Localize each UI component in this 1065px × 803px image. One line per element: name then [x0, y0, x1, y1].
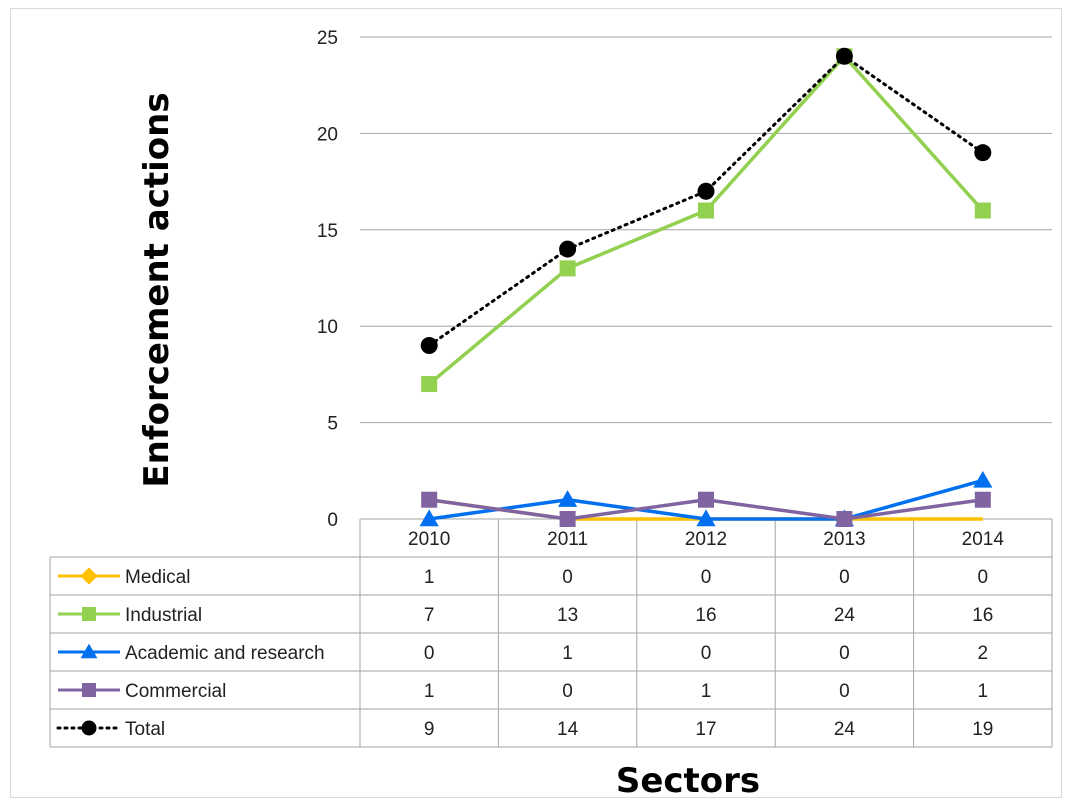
data-point-industrial — [698, 202, 714, 219]
y-tick-label: 20 — [317, 124, 338, 145]
legend-marker-total — [81, 720, 97, 736]
data-point-commercial — [974, 491, 991, 508]
table-value-commercial: 1 — [424, 681, 435, 702]
table-value-academic-and-research: 0 — [839, 643, 850, 664]
table-value-industrial: 16 — [972, 605, 993, 626]
series-line-total — [427, 54, 985, 347]
data-point-commercial — [836, 511, 853, 527]
legend-label-industrial: Industrial — [125, 605, 202, 626]
table-value-industrial: 24 — [834, 605, 856, 626]
table-value-total: 24 — [834, 719, 856, 740]
table-value-industrial: 7 — [424, 605, 435, 626]
y-axis-title: Enforcement actions — [137, 92, 177, 487]
legend-label-total: Total — [125, 719, 165, 740]
x-tick-label: 2011 — [547, 529, 588, 550]
x-tick-label: 2010 — [408, 529, 450, 550]
data-point-total — [974, 144, 992, 162]
y-tick-label: 5 — [327, 414, 338, 435]
data-point-total — [559, 240, 577, 258]
data-point-total — [697, 182, 715, 200]
data-point-academic-and-research — [696, 509, 716, 527]
x-tick-label: 2014 — [962, 529, 1005, 550]
legend-marker-medical — [80, 567, 98, 585]
x-tick-label: 2013 — [823, 529, 865, 550]
table-value-academic-and-research: 0 — [701, 643, 712, 664]
data-point-academic-and-research — [973, 470, 993, 488]
legend-label-commercial: Commercial — [125, 681, 226, 702]
data-point-total — [420, 336, 438, 354]
legend-marker-industrial — [82, 607, 96, 621]
x-tick-label: 2012 — [685, 529, 727, 550]
legend-label-medical: Medical — [125, 567, 190, 588]
y-tick-label: 15 — [317, 221, 338, 242]
table-value-medical: 0 — [978, 567, 989, 588]
legend-marker-academic-and-research — [80, 643, 98, 659]
x-axis-title: Sectors — [616, 761, 760, 801]
data-point-industrial — [559, 260, 576, 277]
table-value-total: 9 — [424, 719, 435, 740]
data-point-commercial — [698, 491, 714, 508]
series-line-industrial — [428, 54, 985, 386]
table-value-commercial: 0 — [839, 681, 850, 702]
table-value-medical: 1 — [424, 567, 435, 588]
table-value-commercial: 1 — [978, 681, 989, 702]
table-value-medical: 0 — [839, 567, 850, 588]
legend-marker-commercial — [82, 683, 96, 697]
y-tick-label: 10 — [317, 317, 338, 338]
table-value-academic-and-research: 2 — [978, 643, 989, 664]
table-value-industrial: 13 — [557, 605, 578, 626]
data-point-commercial — [421, 491, 438, 508]
table-value-medical: 0 — [701, 567, 712, 588]
table-value-academic-and-research: 0 — [424, 643, 435, 664]
data-point-academic-and-research — [558, 490, 578, 507]
table-value-commercial: 0 — [562, 681, 573, 702]
data-point-industrial — [974, 202, 991, 219]
data-point-total — [835, 47, 853, 65]
y-tick-label: 0 — [327, 510, 338, 531]
legend-label-academic-and-research: Academic and research — [125, 643, 325, 664]
table-value-commercial: 1 — [701, 681, 712, 702]
table-value-total: 19 — [972, 719, 993, 740]
data-point-industrial — [421, 376, 438, 393]
data-point-commercial — [559, 511, 576, 527]
table-value-medical: 0 — [562, 567, 573, 588]
table-value-academic-and-research: 1 — [562, 643, 573, 664]
table-value-industrial: 16 — [695, 605, 716, 626]
chart-frame — [10, 8, 1062, 798]
data-point-academic-and-research — [419, 509, 439, 527]
table-value-total: 17 — [695, 719, 716, 740]
y-tick-label: 25 — [317, 28, 338, 49]
table-value-total: 14 — [557, 719, 579, 740]
